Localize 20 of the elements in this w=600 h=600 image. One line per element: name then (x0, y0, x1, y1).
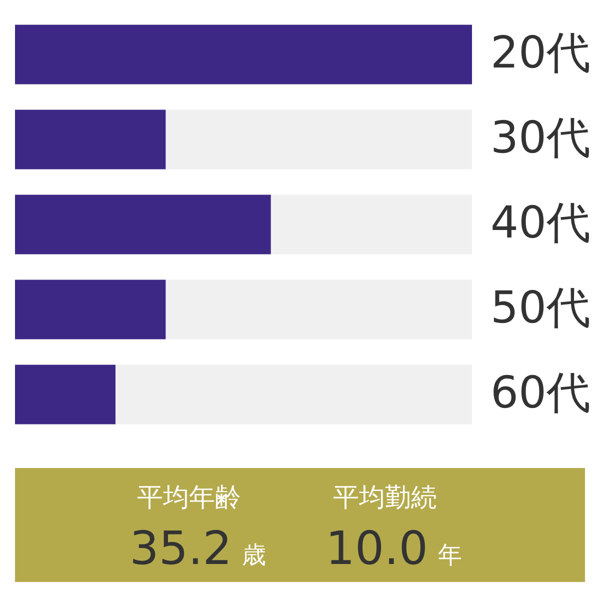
bar (15, 194, 271, 254)
bar (270, 194, 472, 254)
y-tick-label: 30代 (490, 112, 590, 164)
bar (116, 364, 472, 424)
y-tick-label: 20代 (490, 28, 590, 78)
bar (15, 110, 166, 170)
text: 35.2 (130, 521, 232, 575)
bar (15, 280, 166, 340)
y-tick-label: 60代 (490, 368, 590, 418)
y-tick-label: 40代 (490, 198, 590, 248)
y-tick-label: 50代 (490, 282, 590, 334)
text: 歳 (242, 541, 266, 569)
bar (15, 24, 472, 84)
bar (166, 280, 472, 340)
text: 平均年齢 (137, 483, 241, 513)
text: 10.0 (326, 521, 428, 575)
bar (15, 364, 116, 424)
bar (166, 110, 472, 170)
text: 年 (438, 541, 462, 569)
text: 平均勤続 (333, 483, 437, 513)
